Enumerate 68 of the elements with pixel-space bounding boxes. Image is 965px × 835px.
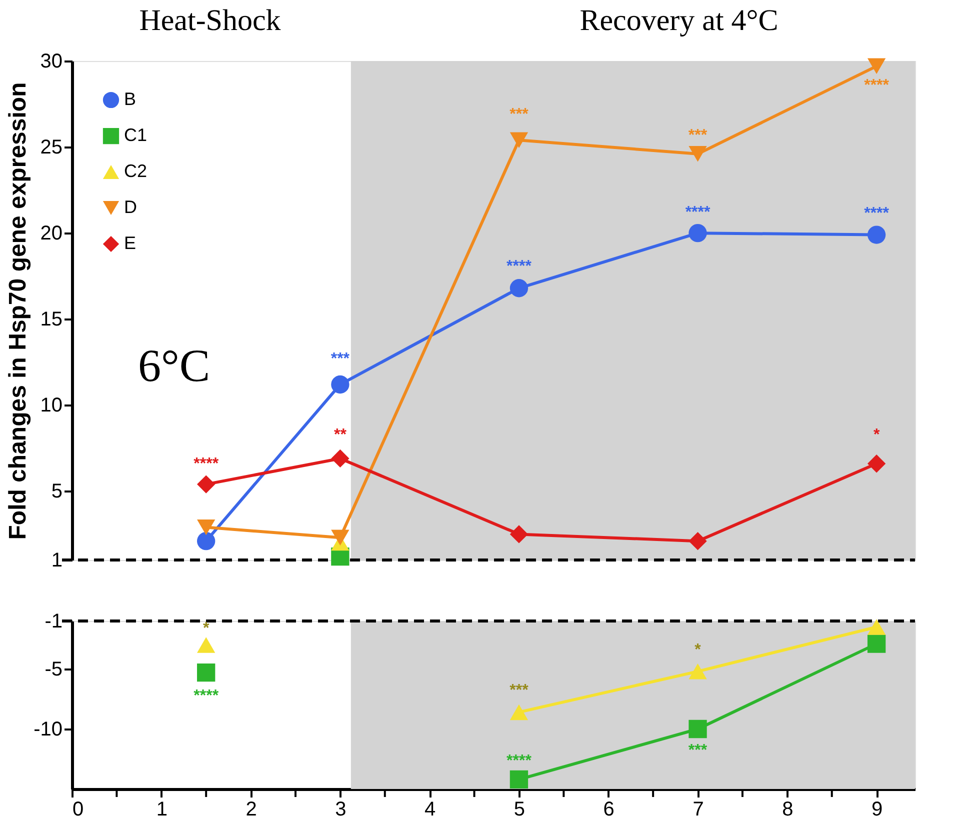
annotation: ***	[510, 106, 530, 124]
annotation: ****	[506, 752, 532, 770]
point	[331, 530, 350, 546]
annotation: ****	[864, 204, 890, 222]
point	[867, 226, 886, 244]
y-tick-label: 15	[40, 308, 62, 331]
x-tick-label: 1	[156, 798, 168, 820]
y-tick-label: 30	[40, 50, 62, 72]
legend-label: E	[124, 233, 136, 253]
text: Heat-Shock	[139, 4, 281, 37]
annotation: ***	[510, 682, 530, 700]
annotation: ****	[194, 455, 220, 472]
annotation: *	[694, 641, 702, 658]
annotation: ***	[330, 350, 350, 368]
annotation: ***	[688, 126, 708, 144]
y-tick-label: -1	[44, 610, 62, 632]
x-tick-label: 5	[514, 798, 526, 820]
point	[688, 664, 707, 680]
point	[867, 634, 886, 653]
point	[688, 146, 707, 162]
point	[510, 525, 528, 544]
point	[867, 58, 886, 74]
x-tick-label: 2	[246, 798, 257, 820]
y-tick-label: -10	[34, 718, 62, 740]
y-tick-label: 20	[40, 222, 62, 245]
point	[867, 454, 886, 473]
annotation: ****	[506, 258, 532, 276]
legend-label: D	[124, 197, 137, 217]
point	[331, 375, 350, 394]
point	[510, 132, 528, 148]
x-tick-label: 8	[782, 798, 794, 820]
annotation: ****	[194, 688, 220, 705]
annotation: 6°C	[138, 340, 210, 391]
y-tick-label: 1	[51, 550, 62, 572]
point	[197, 637, 216, 653]
annotation: ****	[864, 77, 890, 94]
annotation: *	[873, 426, 880, 444]
point	[197, 532, 216, 550]
point	[197, 519, 216, 536]
point	[331, 449, 350, 468]
legend-label: C1	[124, 125, 148, 145]
y-tick-label: -5	[44, 658, 62, 680]
point	[688, 532, 707, 550]
point	[510, 279, 528, 298]
point	[867, 619, 886, 635]
point	[510, 704, 528, 720]
y-tick-label: 5	[51, 480, 62, 503]
y-tick-label: 25	[40, 136, 62, 159]
annotation: **	[334, 426, 348, 444]
annotation: *	[202, 620, 210, 637]
annotation: ****	[685, 204, 711, 222]
x-tick-label: 7	[692, 798, 704, 820]
point	[197, 664, 216, 682]
legend-label: B	[124, 89, 136, 109]
point	[197, 475, 216, 494]
x-tick-label: 4	[424, 798, 436, 820]
text: Recovery at 4°C	[580, 4, 778, 37]
y-tick-label: 10	[40, 394, 62, 417]
legend-label: C2	[124, 161, 148, 181]
x-tick-label: 3	[335, 798, 346, 820]
annotation: ***	[688, 742, 708, 759]
x-tick-label: 0	[72, 798, 84, 820]
y-axis-title: Fold changes in Hsp70 gene expression	[4, 82, 32, 540]
point	[688, 224, 707, 242]
point	[688, 720, 707, 738]
x-tick-label: 6	[603, 798, 614, 820]
x-tick-label: 9	[871, 798, 883, 820]
point	[510, 770, 528, 788]
